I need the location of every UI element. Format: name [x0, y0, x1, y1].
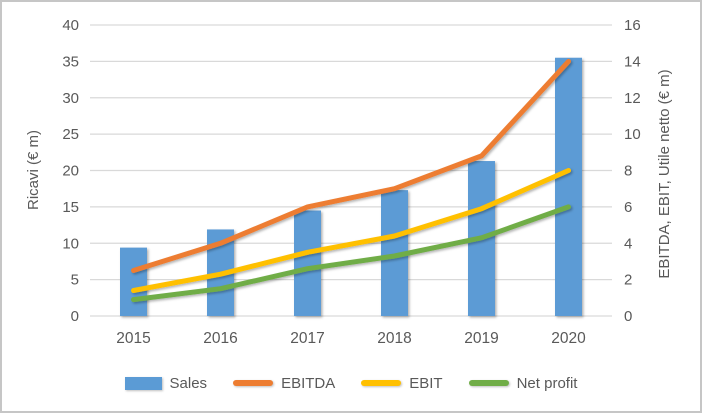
legend-swatch-ebit [361, 380, 402, 386]
line-series [131, 58, 571, 303]
right-axis-title: EBITDA, EBIT, Utile netto (€ m) [656, 69, 673, 278]
left-axis-tick: 20 [62, 163, 79, 180]
gridlines [90, 24, 612, 317]
x-axis-label: 2020 [551, 330, 586, 347]
left-axis-tick: 10 [62, 235, 79, 252]
left-axis-title: Ricavi (€ m) [25, 130, 42, 210]
legend-swatch-ebitda [233, 380, 274, 386]
line-net-profit[interactable] [131, 204, 571, 303]
x-axis-label: 2018 [377, 330, 411, 347]
legend-label: EBITDA [281, 374, 336, 392]
legend-item-net-profit[interactable]: Net profit [468, 374, 578, 392]
left-axis-tick: 5 [71, 272, 79, 289]
legend-swatch-sales [124, 376, 162, 390]
left-axis-tick: 15 [62, 199, 79, 216]
x-axis-label: 2015 [116, 330, 150, 347]
left-axis-tick: 35 [62, 53, 79, 70]
legend-item-ebit[interactable]: EBIT [361, 374, 443, 392]
bar-sales-2017[interactable] [294, 210, 321, 316]
legend: Sales EBITDA EBIT Net profit [2, 366, 700, 400]
x-axis-label: 2019 [464, 330, 498, 347]
x-axis-labels: 2015 2016 2017 2018 2019 2020 [116, 330, 586, 347]
right-axis-tick: 12 [624, 90, 641, 107]
left-axis-tick: 40 [62, 17, 79, 34]
right-axis-tick: 14 [624, 53, 641, 70]
legend-label: Net profit [516, 374, 578, 392]
left-axis-tick: 0 [71, 308, 79, 325]
bar-sales-2020[interactable] [555, 57, 582, 317]
right-axis-tick: 4 [624, 235, 632, 252]
legend-item-sales[interactable]: Sales [124, 374, 208, 392]
x-axis-label: 2017 [290, 330, 324, 347]
right-axis-tick: 16 [624, 17, 641, 34]
line-ebitda[interactable] [131, 58, 571, 273]
legend-swatch-net-profit [468, 380, 509, 386]
left-axis-tick: 25 [62, 126, 79, 143]
right-axis-tick: 10 [624, 126, 641, 143]
right-axis-tick: 6 [624, 199, 632, 216]
legend-item-ebitda[interactable]: EBITDA [233, 376, 335, 391]
x-axis-label: 2016 [203, 330, 237, 347]
legend-label: Sales [169, 374, 208, 392]
legend-label: EBIT [409, 374, 443, 392]
right-axis-tick: 2 [624, 272, 632, 289]
bar-sales-2015[interactable] [120, 247, 147, 316]
right-axis-tick: 0 [624, 308, 632, 325]
line-ebit[interactable] [131, 168, 571, 293]
left-axis-ticks: 0 5 10 15 20 25 30 35 40 [62, 17, 79, 325]
left-axis-tick: 30 [62, 90, 79, 107]
right-axis-ticks: 0 2 4 6 8 10 12 14 16 [624, 17, 641, 325]
right-axis-tick: 8 [624, 163, 632, 180]
bar-series [120, 57, 582, 317]
